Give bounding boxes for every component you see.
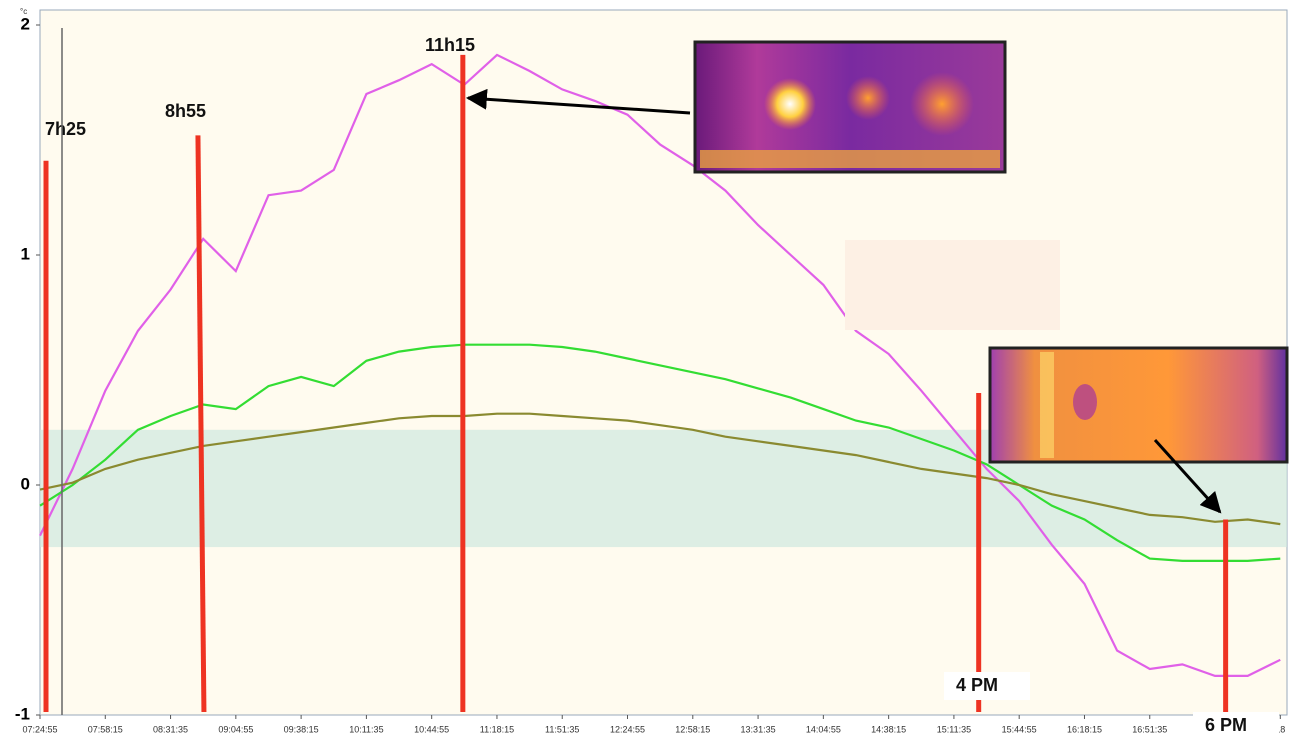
x-tick-label: 15:44:55 — [1002, 724, 1037, 734]
x-tick-label: 10:11:35 — [349, 724, 383, 734]
x-tick-label: 12:58:15 — [675, 724, 710, 734]
x-tick-label: 07:24:55 — [22, 724, 57, 734]
label-box — [1193, 712, 1279, 738]
thermal-image-1 — [693, 40, 1007, 174]
x-tick-label: 12:24:55 — [610, 724, 645, 734]
x-tick-label: 09:38:15 — [284, 724, 319, 734]
label-box — [944, 672, 1030, 700]
annotation-line — [195, 135, 207, 713]
x-tick-label: 09:04:55 — [218, 724, 253, 734]
annotation-label: 6 PM — [1205, 715, 1247, 735]
y-tick-label: 1 — [21, 244, 30, 263]
x-tick-label: 16:51:35 — [1132, 724, 1167, 734]
x-tick-label: 11:18:15 — [480, 724, 514, 734]
arrow — [465, 88, 691, 115]
series-line — [39, 412, 1281, 526]
legend — [845, 240, 1060, 330]
series-line — [39, 53, 1281, 677]
annotation-label: 11h15 — [425, 35, 475, 55]
y-tick-label: 0 — [21, 474, 30, 493]
y-axis-label: °c — [20, 7, 27, 16]
annotation-label: 7h25 — [45, 119, 86, 139]
arrow — [1153, 438, 1222, 514]
x-tick-label: 16:18:15 — [1067, 724, 1102, 734]
y-tick-label: -1 — [15, 704, 30, 723]
x-tick-label: 15:11:35 — [937, 724, 971, 734]
x-tick-label: 07:58:15 — [88, 724, 123, 734]
x-tick-label: 08:31:35 — [153, 724, 188, 734]
thermal-image-2 — [988, 346, 1289, 464]
x-tick-label: 11:51:35 — [545, 724, 579, 734]
annotation-label: 4 PM — [956, 675, 998, 695]
annotation-label: 8h55 — [165, 101, 206, 121]
x-tick-label: 18 — [1275, 724, 1285, 734]
x-tick-label: 10:44:55 — [414, 724, 449, 734]
y-tick-label: 2 — [21, 14, 30, 33]
series-line — [39, 343, 1281, 562]
x-tick-label: 14:04:55 — [806, 724, 841, 734]
x-tick-label: 13:31:35 — [741, 724, 776, 734]
x-tick-label: 14:38:15 — [871, 724, 906, 734]
